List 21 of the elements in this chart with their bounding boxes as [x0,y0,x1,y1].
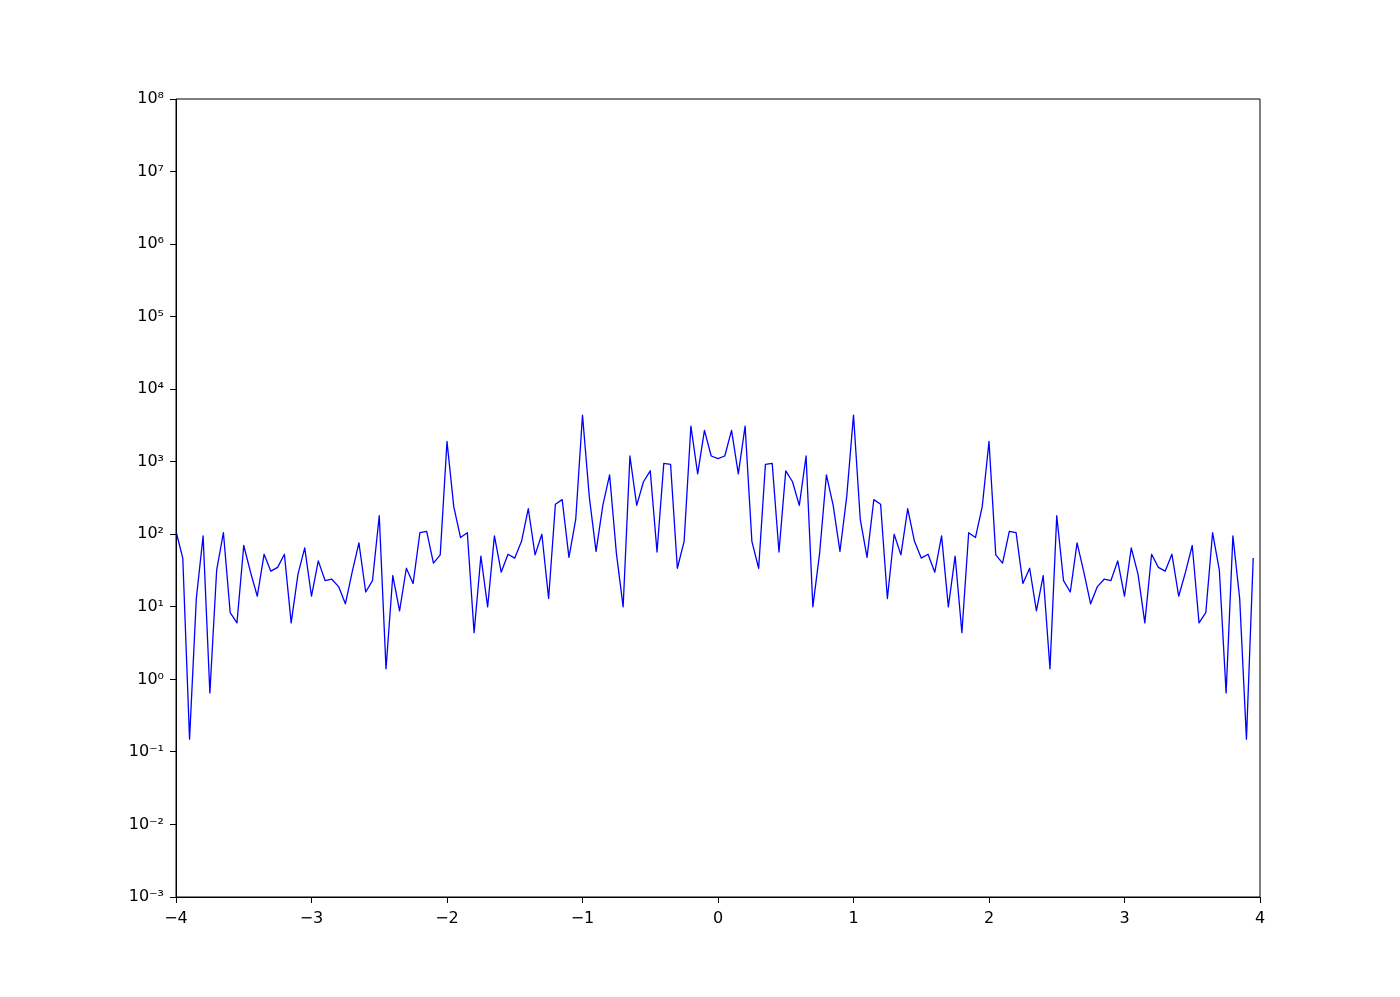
y-tick-label: 10⁵ [137,305,164,325]
x-tick-label: −1 [570,907,595,927]
y-tick-label: 10⁻¹ [128,741,164,761]
y-tick-label: 10³ [137,450,164,470]
y-tick-label: 10⁴ [137,378,164,398]
x-tick-label: −2 [435,907,459,927]
y-tick-label: 10⁸ [137,88,164,108]
y-tick-label: 10¹ [137,595,164,615]
x-tick-label: 0 [712,907,724,927]
y-tick-label: 10⁶ [137,233,164,253]
x-tick-label: −3 [299,907,324,927]
x-tick-label: 2 [983,907,995,927]
x-tick-label: 4 [1254,907,1266,927]
y-tick-label: 10⁷ [137,160,164,180]
x-tick-label: 1 [848,907,859,927]
x-tick-label: 3 [1119,907,1130,927]
y-tick-label: 10⁻² [128,813,164,833]
y-tick-label: 10⁰ [137,668,164,688]
y-tick-label: 10² [137,523,164,543]
y-tick-label: 10⁻³ [128,886,164,906]
x-tick-label: −4 [164,907,188,927]
